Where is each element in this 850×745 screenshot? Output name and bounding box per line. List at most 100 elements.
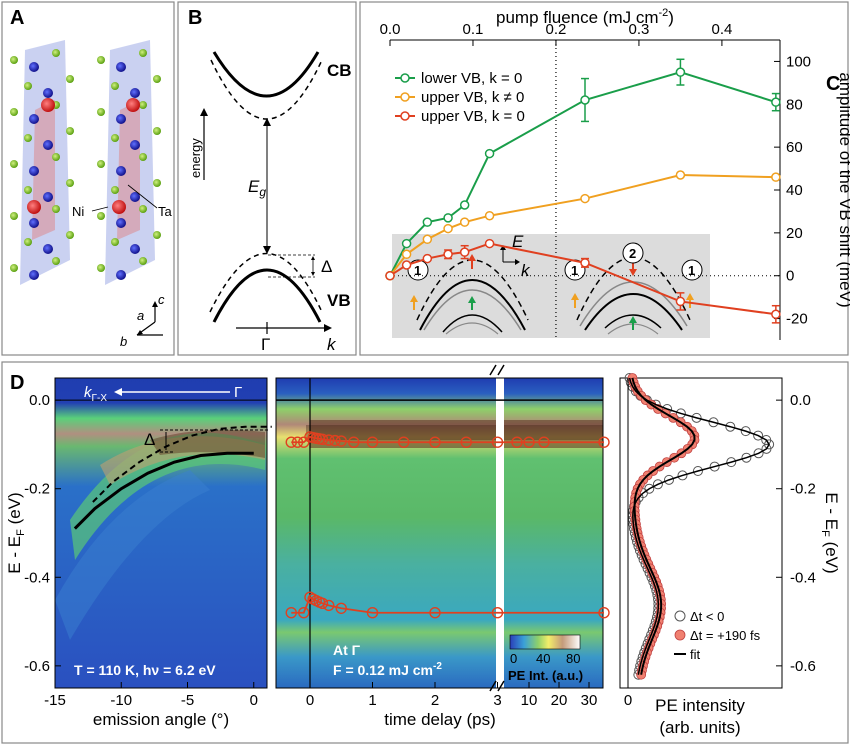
d2-upper-band-point [538, 436, 550, 448]
cbar-tick-0: 0 [510, 651, 517, 666]
chalcogen-atom [139, 257, 147, 265]
d3-pre-point [761, 443, 772, 454]
d2-xtick-label: 2 [431, 692, 439, 709]
chalcogen-atom [97, 160, 105, 168]
d3-pre-point [753, 430, 764, 441]
gamma-label: Γ [261, 335, 270, 354]
d-delta-marker [160, 429, 268, 453]
c-point [675, 170, 686, 180]
d3-pre-point [725, 421, 736, 432]
chalcogen-atom [139, 205, 147, 213]
d3-yaxis-label: E - EF (eV) [819, 492, 841, 573]
d3-pre-point [741, 452, 752, 463]
d3-xaxis-label: PE intensity [655, 696, 745, 715]
c-yaxis-label: amplitude of the VB shift (meV) [836, 72, 850, 307]
d3-legend-marker [674, 610, 686, 622]
inset-state-1-right: 1 [688, 263, 695, 278]
d2-lower-band-point [491, 607, 504, 619]
d2-upper-band-point [329, 434, 341, 447]
chalcogen-atom [111, 82, 119, 90]
c-point [459, 200, 470, 210]
c-xtick-label: 0.2 [546, 21, 567, 38]
c-legend-marker [400, 92, 410, 102]
d3-fit-post [631, 377, 696, 675]
d2-xtick-label: 20 [551, 692, 568, 709]
d3-xaxis-label-2: (arb. units) [659, 718, 740, 737]
d3-fit-pre [628, 377, 771, 675]
c-ytick-label: 40 [786, 182, 803, 199]
ni-atom [41, 98, 55, 112]
d2-upper-band-point [523, 436, 535, 448]
d2-frame [275, 377, 604, 689]
d3-legend-label: Δt = +190 fs [690, 628, 761, 643]
d1-frame [54, 377, 268, 689]
edc-chart: 0.0 -0.2 -0.4 -0.6 0 PE intensity (arb. units)… [619, 373, 841, 737]
c-point [580, 258, 590, 268]
chalcogen-atom [52, 49, 60, 57]
chalcogen-atom [52, 257, 60, 265]
d2-lower-band-point [429, 607, 441, 619]
ta-atom [29, 270, 39, 280]
d2-xtick-label: 10 [521, 692, 538, 709]
ta-pointer [127, 184, 158, 209]
c-ytick-label: -20 [786, 311, 808, 328]
panel-d-letter: D [10, 372, 24, 394]
d2-lower-band-line [291, 595, 604, 614]
d3-legend-marker [674, 629, 686, 641]
d2-axis-break [489, 364, 505, 692]
time-delay-chart: 0 1 2 3 10 20 30 time delay (ps) [275, 364, 610, 729]
ta-atom [29, 114, 39, 124]
d2-lower-band-point [285, 607, 297, 619]
ta-atom [116, 166, 126, 176]
c-ytick-label: 60 [786, 139, 803, 156]
panel-a-frame [1, 1, 175, 356]
d2-upper-band-point [398, 436, 410, 448]
d2-xtick-label: 0 [306, 692, 314, 709]
c-point [771, 309, 781, 320]
d2-lower-band-point [598, 607, 610, 619]
inset-state-1-mid: 1 [571, 263, 578, 278]
crystal-axes-icon [136, 301, 163, 336]
c-point [484, 148, 495, 159]
d3-pre-point [740, 426, 751, 437]
c-point [443, 223, 453, 234]
chalcogen-atom [97, 108, 105, 116]
d3-xtick-label: 0 [624, 692, 632, 709]
chalcogen-atom [111, 238, 119, 246]
ta-atom [29, 62, 39, 72]
inset-schematic [392, 234, 710, 338]
eg-label: Eg [248, 177, 266, 199]
d1-ytick-label: -0.4 [24, 569, 50, 586]
c-ytick-label: 100 [786, 53, 811, 70]
d2-xaxis-label: time delay (ps) [384, 710, 495, 729]
c-point [422, 234, 433, 245]
chalcogen-atom [66, 127, 74, 135]
d2-lower-band-point [366, 607, 379, 619]
chalcogen-atom [52, 153, 60, 161]
ta-atom [130, 244, 140, 254]
ni-atom [112, 200, 126, 214]
band-schematic [200, 51, 332, 334]
time-map-texture [306, 378, 603, 688]
d2-upper-band-point [291, 436, 304, 448]
ni-pointer [91, 206, 109, 212]
chalcogen-atom [10, 212, 18, 220]
inset-state-2: 2 [629, 246, 636, 261]
c-point [422, 253, 433, 264]
chalcogen-atom [153, 231, 161, 239]
d1-xtick-label: -10 [110, 692, 132, 709]
d2-lower-band-point [316, 597, 329, 610]
d1-dispersion [73, 451, 254, 530]
c-point [484, 238, 495, 249]
d2-upper-band-point [348, 436, 360, 448]
k-direction-arrow [114, 388, 230, 396]
d1-xtick-label: 0 [250, 692, 258, 709]
ta-atom [29, 166, 39, 176]
d3-pre-point [663, 474, 674, 485]
chalcogen-atom [24, 238, 32, 246]
c-xtick-label: 0.0 [380, 21, 401, 38]
cbar-tick-80: 80 [566, 651, 580, 666]
c-point [401, 249, 412, 260]
chalcogen-atom [97, 264, 105, 272]
